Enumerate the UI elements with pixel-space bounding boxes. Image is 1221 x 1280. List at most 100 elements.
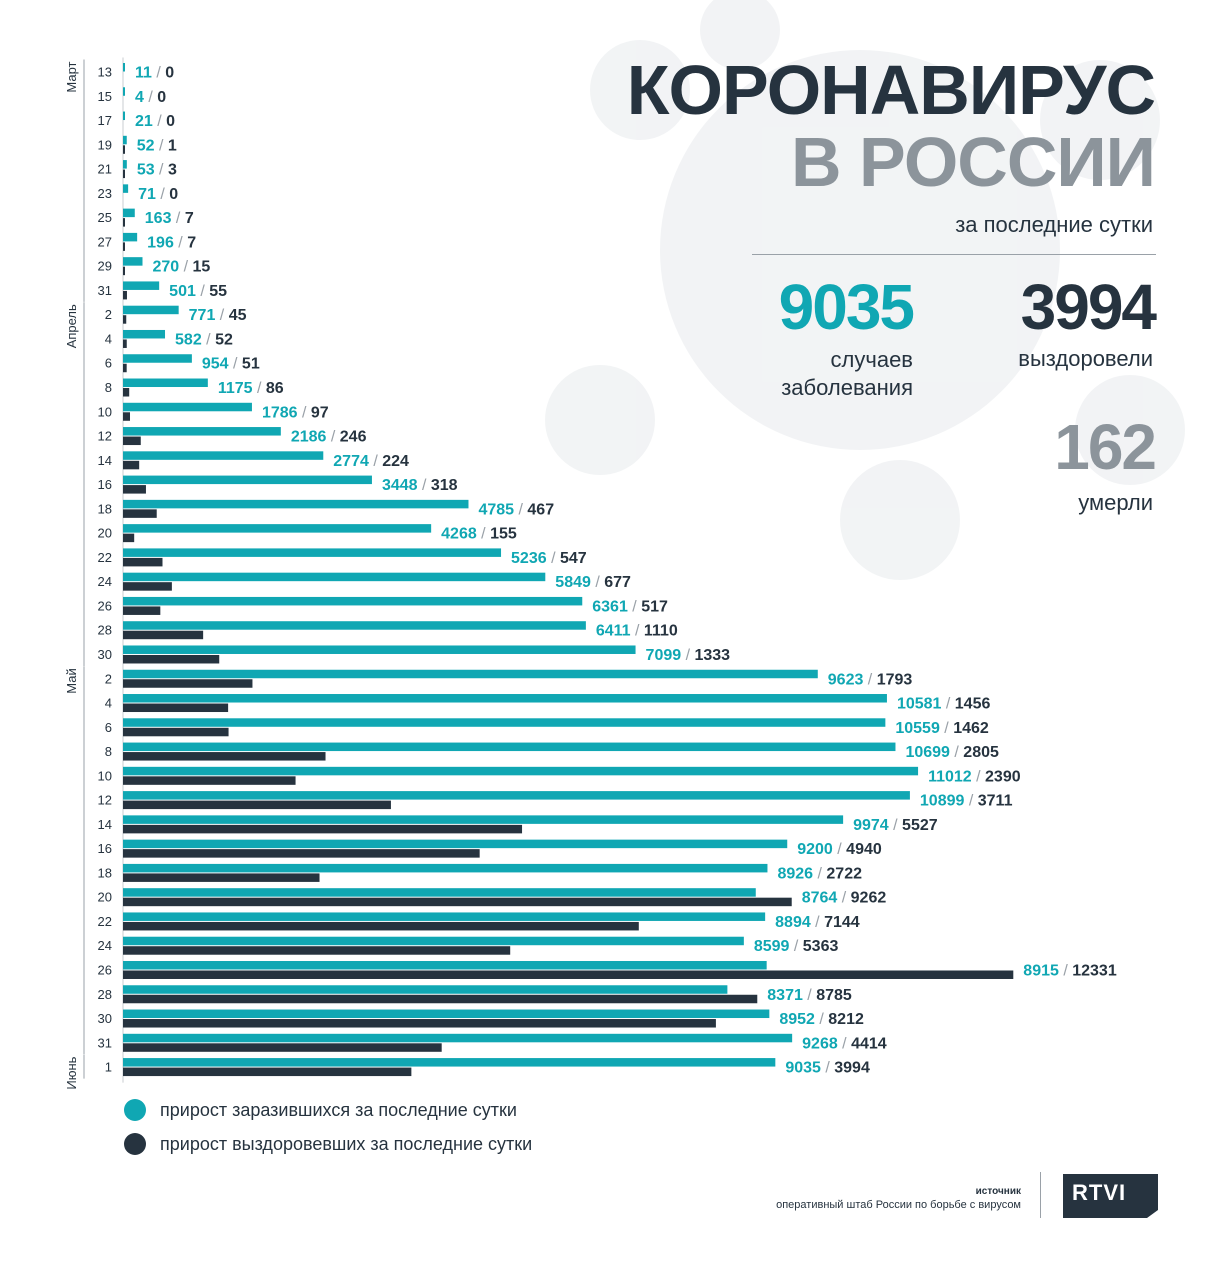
value-label-separator: / <box>196 283 209 300</box>
bar-recovered <box>123 921 639 931</box>
value-label: 10899 / 3711 <box>920 793 1013 810</box>
bar-recovered <box>123 654 220 664</box>
value-label-recovered: 224 <box>382 453 409 470</box>
value-label-recovered: 51 <box>242 356 260 373</box>
rtvi-logo <box>1063 1174 1158 1218</box>
value-label: 9974 / 5527 <box>853 817 938 834</box>
subtitle: за последние сутки <box>955 212 1153 237</box>
bar-recovered <box>123 970 1014 979</box>
value-label: 10581 / 1456 <box>897 696 991 713</box>
bar-recovered <box>123 388 130 397</box>
date-tick-label: 6 <box>105 356 112 371</box>
cases-label: случаев заболевания <box>781 346 913 402</box>
value-label: 3448 / 318 <box>382 477 458 494</box>
date-tick-label: 19 <box>98 137 112 152</box>
value-label-separator: / <box>941 696 954 713</box>
value-label-separator: / <box>863 671 876 688</box>
value-label: 8915 / 12331 <box>1023 962 1117 979</box>
value-label-cases: 1786 <box>262 404 298 421</box>
deaths-count: 162 <box>1054 411 1157 483</box>
value-label-separator: / <box>298 404 311 421</box>
bar-recovered <box>123 946 511 955</box>
value-label-recovered: 0 <box>157 89 166 106</box>
bar-recovered <box>123 242 125 251</box>
value-label-cases: 9200 <box>797 841 833 858</box>
value-label-separator: / <box>838 1035 851 1052</box>
bar-cases <box>123 548 502 557</box>
value-label-recovered: 1462 <box>953 720 989 737</box>
value-label-recovered: 7144 <box>824 914 860 931</box>
bar-recovered <box>123 582 172 591</box>
value-label: 8599 / 5363 <box>754 938 839 955</box>
bar-cases <box>123 621 586 630</box>
deaths-label: умерли <box>1078 490 1153 515</box>
value-label-separator: / <box>821 1060 834 1077</box>
value-label-separator: / <box>1059 962 1072 979</box>
value-label: 53 / 3 <box>137 162 177 179</box>
value-label: 6411 / 1110 <box>596 623 678 640</box>
value-label-separator: / <box>152 65 165 82</box>
value-label: 4268 / 155 <box>441 526 517 543</box>
date-tick-label: 17 <box>98 113 112 128</box>
date-tick-label: 18 <box>98 501 112 516</box>
date-tick-label: 21 <box>98 162 112 177</box>
bar-cases <box>123 524 432 533</box>
value-label-separator: / <box>681 647 694 664</box>
value-label: 8952 / 8212 <box>779 1011 864 1028</box>
value-label-cases: 1175 <box>218 380 253 397</box>
bar-cases <box>123 766 919 776</box>
date-tick-label: 31 <box>98 1035 112 1050</box>
value-label-cases: 52 <box>137 137 155 154</box>
value-label: 7099 / 1333 <box>646 647 731 664</box>
value-label-separator: / <box>815 1011 828 1028</box>
value-label-cases: 9623 <box>828 671 864 688</box>
bar-recovered <box>123 169 125 179</box>
month-label: Май <box>64 668 79 693</box>
bar-recovered <box>123 412 131 421</box>
bar-cases <box>123 232 138 242</box>
value-label-cases: 196 <box>147 234 174 251</box>
value-label: 9200 / 4940 <box>797 841 882 858</box>
value-label-cases: 6361 <box>592 598 628 615</box>
rtvi-logo-text: RTVI <box>1072 1180 1127 1205</box>
bar-cases <box>123 402 252 412</box>
bar-cases <box>123 912 766 921</box>
value-label-cases: 8926 <box>777 865 813 882</box>
source-separator <box>1040 1172 1041 1218</box>
bar-recovered <box>123 290 127 300</box>
title-line-2: В РОССИИ <box>791 123 1156 201</box>
value-label-recovered: 86 <box>266 380 284 397</box>
value-label-separator: / <box>171 210 184 227</box>
value-label-separator: / <box>202 331 215 348</box>
value-label-recovered: 155 <box>490 526 517 543</box>
bar-cases <box>123 960 767 970</box>
source-text: оперативный штаб России по борьбе с виру… <box>776 1199 1021 1211</box>
value-label-recovered: 4414 <box>851 1035 887 1052</box>
date-tick-label: 14 <box>98 453 112 468</box>
bar-recovered <box>123 339 127 348</box>
value-label-recovered: 1793 <box>877 671 913 688</box>
bar-recovered <box>123 849 480 858</box>
bar-recovered <box>123 557 163 567</box>
value-label-separator: / <box>155 162 168 179</box>
bar-cases <box>123 184 129 193</box>
value-label-separator: / <box>833 841 846 858</box>
value-label: 71 / 0 <box>138 186 178 203</box>
date-tick-label: 20 <box>98 890 112 905</box>
date-tick-label: 20 <box>98 526 112 541</box>
value-label-recovered: 2390 <box>985 768 1021 785</box>
value-label-cases: 4 <box>135 89 144 106</box>
value-label-separator: / <box>628 598 641 615</box>
month-label: Июнь <box>64 1056 79 1089</box>
value-label: 2186 / 246 <box>291 429 367 446</box>
value-label-recovered: 1333 <box>694 647 730 664</box>
value-label-cases: 9974 <box>853 817 889 834</box>
bar-recovered <box>123 218 125 227</box>
value-label: 9268 / 4414 <box>802 1035 887 1052</box>
bar-cases <box>123 451 324 460</box>
value-label: 196 / 7 <box>147 234 196 251</box>
value-label-cases: 6411 <box>596 623 631 640</box>
value-label-separator: / <box>837 890 850 907</box>
value-label-recovered: 0 <box>165 65 174 82</box>
